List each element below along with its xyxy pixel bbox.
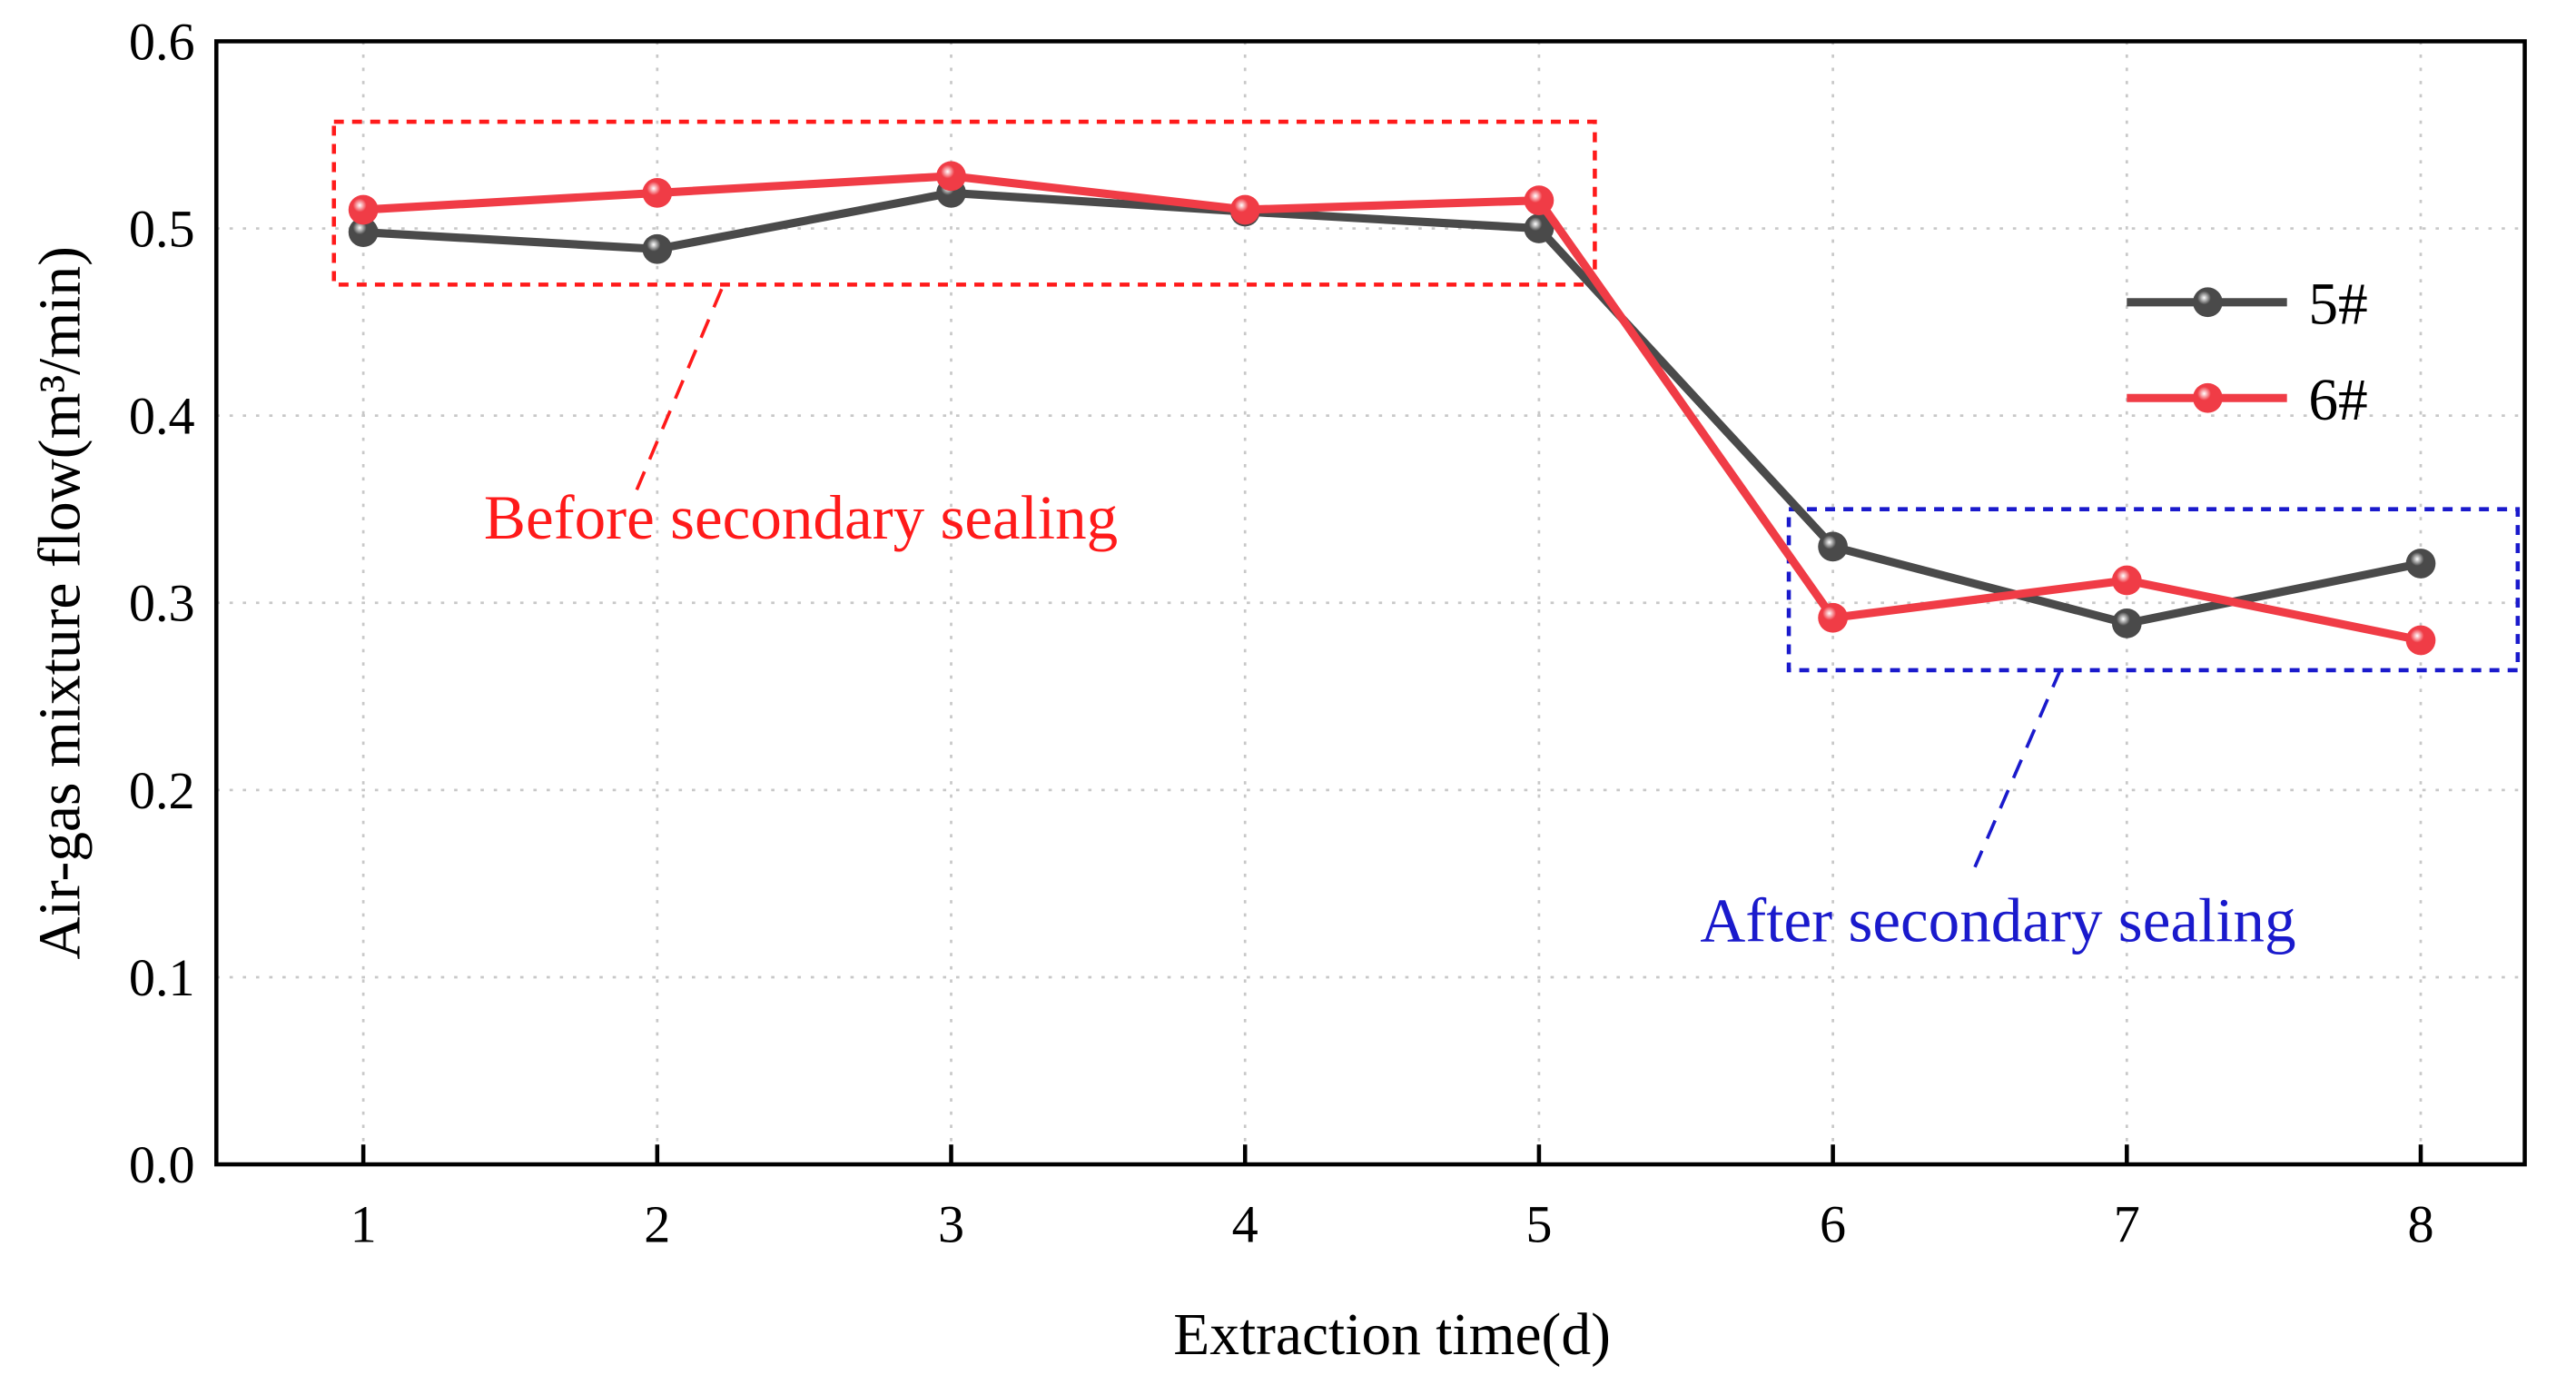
legend: 5#6# — [2127, 272, 2368, 433]
x-tick-label: 2 — [644, 1195, 670, 1254]
y-tick-label: 0.1 — [129, 948, 195, 1007]
y-tick-label: 0.5 — [129, 200, 195, 259]
data-point-5# — [1818, 531, 1848, 562]
annotation-leader — [634, 288, 724, 493]
data-point-5# — [1524, 213, 1554, 243]
x-tick-label: 6 — [1820, 1195, 1846, 1254]
data-point-6# — [2405, 625, 2436, 656]
x-tick-label: 3 — [938, 1195, 964, 1254]
y-tick-label: 0.6 — [129, 12, 195, 71]
plot-frame — [214, 39, 2527, 1167]
y-axis-ticks: 0.0 0.1 0.2 0.3 0.4 0.5 0.6 — [129, 12, 195, 1194]
legend-label: 5# — [2308, 272, 2367, 337]
data-point-5# — [348, 217, 379, 248]
annotation-box — [1786, 507, 2521, 673]
grid — [216, 41, 2525, 1165]
legend-marker — [2193, 382, 2223, 413]
data-point-6# — [642, 178, 673, 208]
annotation-leader — [1973, 668, 2063, 868]
y-tick-label: 0.4 — [129, 387, 195, 446]
data-point-6# — [2111, 565, 2142, 596]
x-tick-label: 8 — [2407, 1195, 2433, 1254]
data-point-6# — [348, 194, 379, 225]
x-tick-label: 4 — [1232, 1195, 1258, 1254]
annotations: Before secondary sealing After secondary … — [331, 119, 2521, 955]
x-axis-label: Extraction time(d) — [1173, 1302, 1611, 1368]
data-point-5# — [2111, 608, 2142, 638]
x-tick-label: 5 — [1525, 1195, 1552, 1254]
x-tick-label: 1 — [350, 1195, 377, 1254]
annotation-box — [331, 119, 1597, 287]
annotation-label: After secondary sealing — [1700, 885, 2295, 955]
data-point-5# — [642, 233, 673, 264]
legend-label: 6# — [2308, 368, 2367, 433]
series — [348, 161, 2436, 656]
y-tick-label: 0.0 — [129, 1135, 195, 1194]
data-point-6# — [1229, 194, 1260, 225]
data-point-5# — [2405, 549, 2436, 579]
x-axis-ticks: 1 2 3 4 5 6 7 8 — [350, 1144, 2434, 1254]
data-point-6# — [1818, 602, 1848, 633]
y-tick-label: 0.2 — [129, 761, 195, 820]
legend-marker — [2193, 287, 2223, 318]
series-line-5# — [362, 188, 2422, 628]
data-point-6# — [1524, 185, 1554, 216]
x-tick-label: 7 — [2114, 1195, 2140, 1254]
y-tick-label: 0.3 — [129, 574, 195, 633]
data-point-6# — [936, 161, 966, 192]
series-line-6# — [362, 172, 2422, 645]
y-axis-label: Air-gas mixture flow(m³/min) — [27, 246, 93, 959]
annotation-label: Before secondary sealing — [484, 482, 1118, 552]
